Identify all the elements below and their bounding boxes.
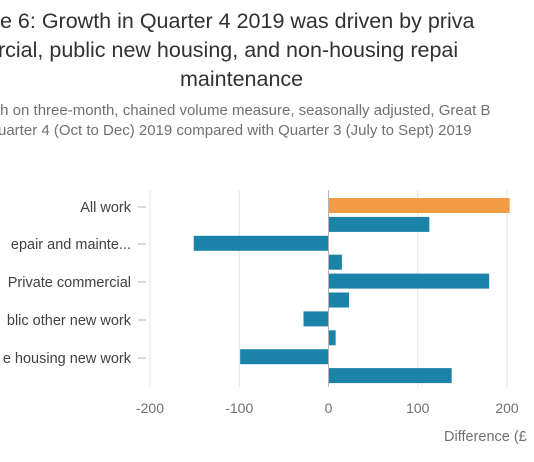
- bar-9: [328, 368, 452, 384]
- chart-title-line-1: e 6: Growth in Quarter 4 2019 was driven…: [0, 9, 475, 33]
- category-label-1: epair and mainte...: [11, 237, 131, 253]
- bar-2: [193, 235, 329, 251]
- x-axis-label: Difference (£: [444, 429, 527, 445]
- x-tick-label-3: 100: [406, 400, 430, 416]
- bar-5: [328, 292, 350, 308]
- x-tick-label-4: 200: [495, 400, 519, 416]
- category-label-2: Private commercial: [8, 275, 131, 291]
- chart-title-line-3: maintenance: [180, 67, 304, 91]
- bar-3: [328, 254, 342, 270]
- bar-6: [303, 311, 329, 327]
- category-label-3: blic other new work: [7, 313, 132, 329]
- x-tick-label-1: -100: [225, 400, 253, 416]
- bar-4: [328, 273, 490, 289]
- bar-8: [240, 349, 329, 365]
- bar-1: [328, 216, 430, 232]
- chart-title-line-2: rcial, public new housing, and non-housi…: [0, 38, 459, 62]
- x-tick-label-0: -200: [136, 400, 164, 416]
- bar-0: [328, 198, 510, 213]
- chart-subtitle-line-2: uarter 4 (Oct to Dec) 2019 compared with…: [0, 122, 472, 139]
- x-tick-label-2: 0: [325, 400, 333, 416]
- chart-subtitle-line-1: th on three-month, chained volume measur…: [0, 102, 491, 119]
- bar-7: [328, 330, 336, 346]
- category-label-0: All work: [80, 200, 132, 216]
- category-label-4: e housing new work: [3, 351, 132, 367]
